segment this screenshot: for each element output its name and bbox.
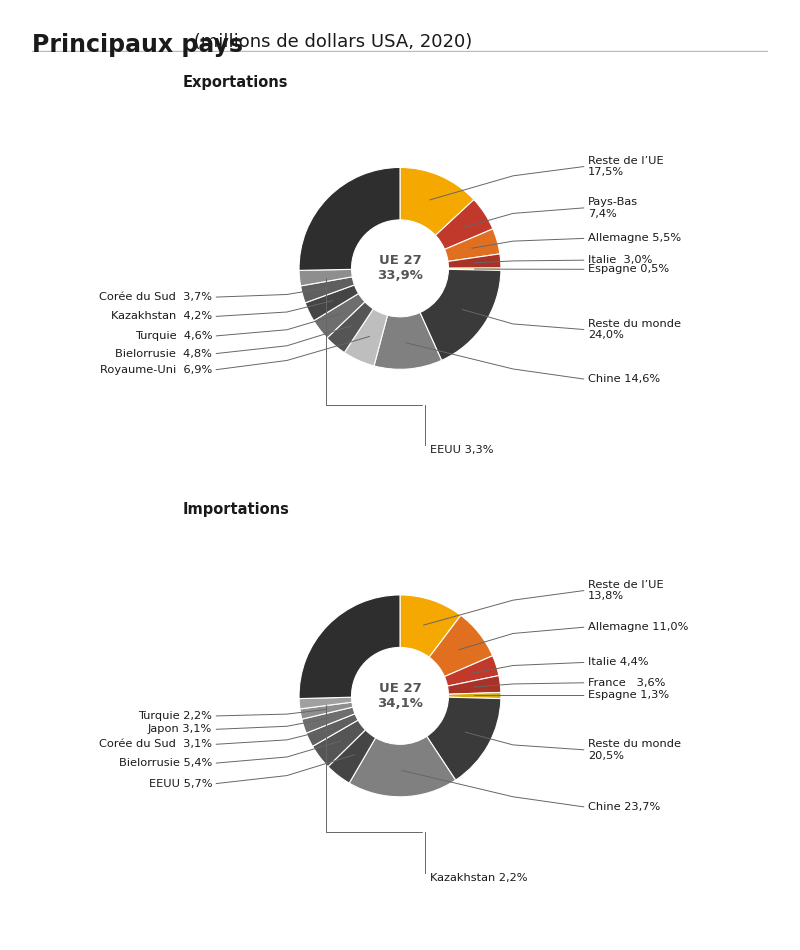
Text: Corée du Sud  3,1%: Corée du Sud 3,1% [99,739,212,750]
Bar [114,921,120,937]
Text: Bielorrusie 5,4%: Bielorrusie 5,4% [119,758,212,769]
Text: Exportations: Exportations [183,75,289,89]
Wedge shape [448,254,501,268]
Wedge shape [301,276,354,303]
Wedge shape [445,656,499,686]
Text: Bielorrusie  4,8%: Bielorrusie 4,8% [115,349,212,358]
Text: UE 27
34,1%: UE 27 34,1% [377,682,423,710]
Text: Reste du monde
24,0%: Reste du monde 24,0% [588,318,681,340]
Wedge shape [328,730,376,783]
Wedge shape [435,200,493,250]
Text: Reste du monde
20,5%: Reste du monde 20,5% [588,739,681,761]
Wedge shape [426,697,501,780]
Text: Corée du Sud  3,7%: Corée du Sud 3,7% [99,292,212,302]
Wedge shape [300,702,353,719]
Wedge shape [299,595,400,698]
Wedge shape [314,294,365,338]
Text: Allemagne 11,0%: Allemagne 11,0% [588,622,688,633]
Text: UE 27
33,9%: UE 27 33,9% [377,255,423,282]
Wedge shape [420,270,501,360]
Text: Italie  3,0%: Italie 3,0% [588,256,652,265]
Text: Royaume-Uni  6,9%: Royaume-Uni 6,9% [100,365,212,374]
Text: Turquie  4,6%: Turquie 4,6% [134,331,212,341]
Wedge shape [374,313,442,370]
Wedge shape [447,675,501,694]
Text: France   3,6%: France 3,6% [588,677,665,688]
Text: (millions de dollars USA, 2020): (millions de dollars USA, 2020) [188,33,472,51]
Text: Reste de l’UE
13,8%: Reste de l’UE 13,8% [588,580,663,601]
Text: Kazakhstan 2,2%: Kazakhstan 2,2% [430,872,528,883]
Text: Allemagne 5,5%: Allemagne 5,5% [588,234,681,243]
Text: EEUU 3,3%: EEUU 3,3% [430,445,494,455]
Wedge shape [299,697,352,709]
Bar [105,927,110,937]
Wedge shape [400,595,461,657]
Bar [122,914,129,937]
Wedge shape [327,302,374,352]
Text: Japon 3,1%: Japon 3,1% [148,724,212,734]
Wedge shape [306,713,358,747]
Wedge shape [313,720,366,767]
Wedge shape [299,270,352,286]
Text: Reste de l’UE
17,5%: Reste de l’UE 17,5% [588,156,663,178]
Text: Turquie 2,2%: Turquie 2,2% [138,711,212,721]
Wedge shape [299,167,400,271]
Wedge shape [429,616,493,676]
Wedge shape [449,268,501,271]
Text: Importations: Importations [183,503,290,517]
Text: Kazakhstan  4,2%: Kazakhstan 4,2% [111,312,212,321]
Wedge shape [449,693,501,698]
Text: Chine 23,7%: Chine 23,7% [588,802,660,812]
Text: Principaux pays: Principaux pays [32,33,243,57]
Wedge shape [302,707,355,733]
Wedge shape [445,229,500,261]
Text: Italie 4,4%: Italie 4,4% [588,657,648,668]
Text: Chine 14,6%: Chine 14,6% [588,374,660,384]
Text: Espagne 1,3%: Espagne 1,3% [588,691,669,700]
Wedge shape [305,285,358,321]
Wedge shape [350,736,455,797]
Text: Pays-Bas
7,4%: Pays-Bas 7,4% [588,197,638,218]
Wedge shape [400,167,474,236]
Text: VGTLaw: VGTLaw [43,918,99,931]
Wedge shape [344,309,387,366]
Text: EEUU 5,7%: EEUU 5,7% [149,779,212,788]
Text: Espagne 0,5%: Espagne 0,5% [588,264,669,275]
